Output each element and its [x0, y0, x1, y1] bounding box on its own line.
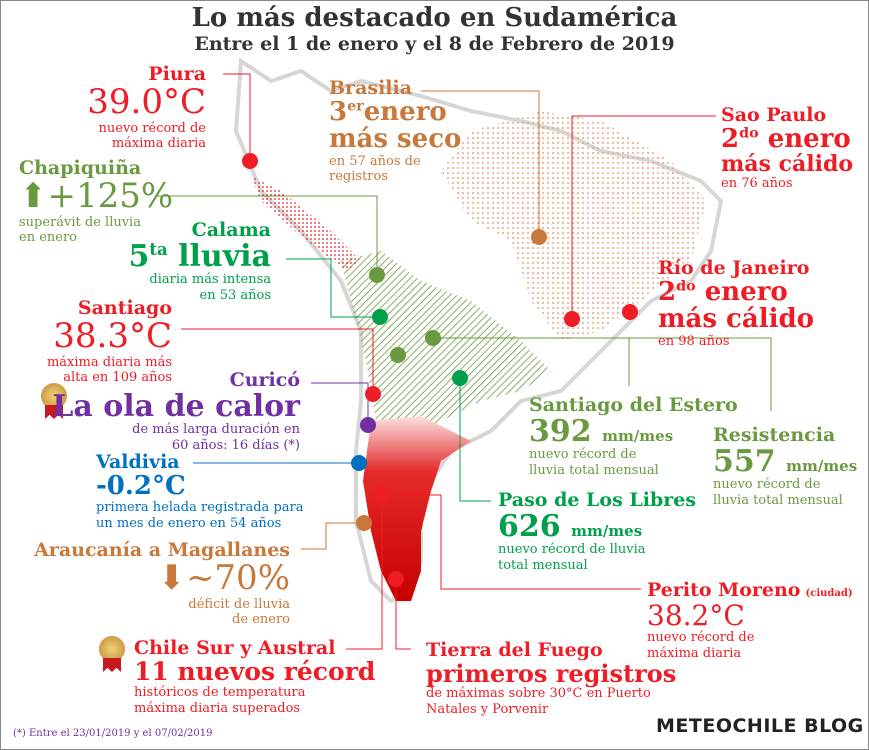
arrow-up-icon: ⬆ — [19, 175, 48, 216]
dot-valdivia — [351, 455, 367, 471]
callout-brasilia: Brasilia 3erenero más seco en 57 años de… — [329, 77, 462, 185]
page-title: Lo más destacado en Sudamérica — [191, 3, 678, 33]
heat-area-south — [363, 416, 471, 601]
callout-piura: Piura 39.0°C nuevo récord de máxima diar… — [87, 63, 206, 152]
callout-valdivia: Valdivia -0.2°C primera helada registrad… — [96, 451, 304, 531]
dot-santiago-estero — [425, 330, 441, 346]
callout-tierra-fuego: Tierra del Fuego primeros registros de m… — [426, 639, 677, 717]
rain-surplus-area — [341, 251, 551, 441]
callout-santiago: Santiago 38.3°C máxima diaria más alta e… — [46, 297, 172, 386]
brazil-dry-area — [441, 111, 706, 341]
dot-rio — [622, 304, 638, 320]
dot-chile-sur — [374, 487, 390, 503]
callout-rio: Río de Janeiro 2do enero más cálido en 9… — [658, 257, 814, 349]
dot-resistencia — [390, 347, 406, 363]
medal-icon — [99, 636, 125, 662]
callout-araucania: Araucanía a Magallanes ⬇~70% déficit de … — [34, 539, 290, 628]
callout-chapiquina: Chapiquiña ⬆+125% superávit de lluvia en… — [19, 157, 174, 246]
dot-araucania — [356, 515, 372, 531]
page-subtitle: Entre el 1 de enero y el 8 de Febrero de… — [194, 33, 675, 55]
dot-curico — [360, 417, 376, 433]
dot-piura — [242, 153, 258, 169]
dot-sao-paulo — [564, 311, 580, 327]
dot-calama — [372, 309, 388, 325]
callout-perito-moreno: Perito Moreno (ciudad) 38.2°C nuevo réco… — [647, 579, 853, 661]
callout-paso-libres: Paso de Los Libres 626 mm/mes nuevo réco… — [498, 489, 697, 574]
callout-curico: Curicó La ola de calor de más larga dura… — [52, 369, 300, 454]
dot-tierra-fuego — [388, 571, 404, 587]
footnote: (*) Entre el 23/01/2019 y el 07/02/2019 — [13, 728, 213, 739]
location-dots — [242, 153, 638, 587]
medal-icon — [41, 383, 67, 409]
brand-logo: METEOCHILE BLOG — [656, 715, 864, 737]
callout-santiago-estero: Santiago del Estero 392 mm/mes nuevo réc… — [529, 394, 738, 479]
callout-chile-sur: Chile Sur y Austral 11 nuevos récord his… — [134, 637, 376, 716]
callout-resistencia: Resistencia 557 mm/mes nuevo récord de l… — [713, 424, 858, 509]
dot-paso-libres — [452, 370, 468, 386]
arrow-down-icon: ⬇ — [157, 557, 186, 598]
dot-santiago — [365, 386, 381, 402]
peru-heat-area — [251, 176, 361, 271]
callout-calama: Calama 5ta lluvia diaria más intensa en … — [128, 219, 271, 304]
callout-sao-paulo: Sao Paulo 2do enero más cálido en 76 año… — [721, 104, 853, 192]
dot-chapiquina — [369, 267, 385, 283]
dot-brasilia — [531, 229, 547, 245]
